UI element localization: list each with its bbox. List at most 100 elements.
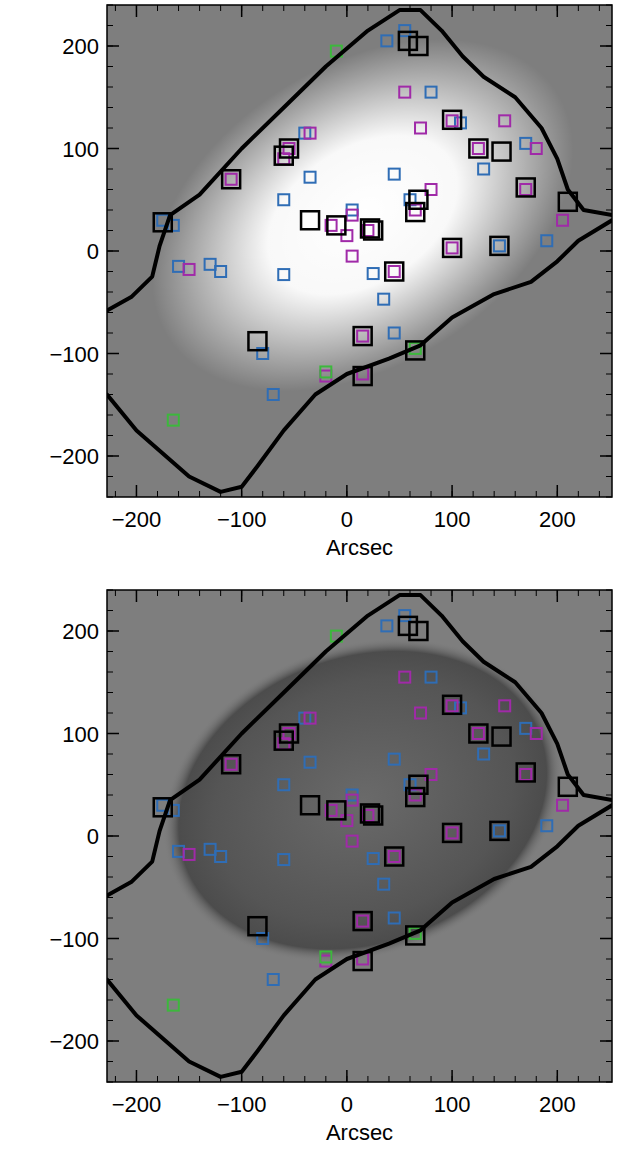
- source-box: [347, 210, 358, 221]
- minor-tick: [599, 590, 600, 596]
- source-box: [368, 268, 379, 279]
- x-tick-label: −200: [112, 507, 162, 532]
- x-tick: [136, 485, 138, 497]
- frame: [107, 5, 612, 497]
- x-axis-title: Arcsec: [326, 1120, 393, 1145]
- minor-tick: [367, 491, 368, 497]
- minor-tick: [606, 610, 612, 611]
- source-box: [226, 174, 237, 185]
- minor-tick: [262, 491, 263, 497]
- minor-tick: [107, 333, 113, 334]
- minor-tick: [107, 815, 113, 816]
- source-box: [520, 138, 531, 149]
- minor-tick: [606, 497, 612, 498]
- y-tick: [107, 1040, 119, 1042]
- source-box: [385, 848, 403, 866]
- image: [107, 590, 612, 1082]
- minor-tick: [606, 230, 612, 231]
- minor-tick: [325, 590, 326, 596]
- x-tick: [557, 590, 559, 602]
- minor-tick: [578, 5, 579, 11]
- minor-tick: [107, 754, 113, 755]
- source-box: [305, 757, 316, 768]
- y-tick-label: 100: [62, 137, 99, 162]
- x-tick-label: 200: [539, 507, 576, 532]
- source-box: [385, 263, 403, 281]
- minor-tick: [494, 590, 495, 596]
- minor-tick: [606, 897, 612, 898]
- source-box: [443, 696, 461, 714]
- minor-tick: [606, 959, 612, 960]
- source-box: [478, 164, 489, 175]
- minor-tick: [606, 1000, 612, 1001]
- contour: [107, 595, 612, 895]
- source-box: [531, 143, 542, 154]
- minor-tick: [107, 856, 113, 857]
- x-tick: [346, 1070, 348, 1082]
- source-box: [443, 824, 461, 842]
- x-tick: [136, 1070, 138, 1082]
- minor-tick: [262, 1076, 263, 1082]
- minor-tick: [536, 5, 537, 11]
- minor-tick: [107, 590, 113, 591]
- y-tick-label: −100: [49, 927, 99, 952]
- x-tick: [241, 590, 243, 602]
- minor-tick: [515, 590, 516, 596]
- y-tick-label: −200: [49, 1029, 99, 1054]
- source-box: [517, 178, 535, 196]
- minor-tick: [606, 25, 612, 26]
- minor-tick: [220, 5, 221, 11]
- source-box: [378, 294, 389, 305]
- source-box: [173, 261, 184, 272]
- minor-tick: [606, 590, 612, 591]
- source-box: [409, 191, 427, 209]
- source-box: [301, 796, 319, 814]
- x-tick: [136, 590, 138, 602]
- minor-tick: [107, 374, 113, 375]
- minor-tick: [367, 5, 368, 11]
- source-box: [205, 259, 216, 270]
- x-tick: [451, 1070, 453, 1082]
- minor-tick: [115, 1076, 116, 1082]
- minor-tick: [388, 590, 389, 596]
- minor-tick: [494, 491, 495, 497]
- minor-tick: [606, 692, 612, 693]
- minor-tick: [606, 979, 612, 980]
- source-box: [222, 170, 240, 188]
- minor-tick: [199, 590, 200, 596]
- source-box: [415, 708, 426, 719]
- x-tick-label: −200: [112, 1092, 162, 1117]
- minor-tick: [283, 5, 284, 11]
- minor-tick: [515, 491, 516, 497]
- minor-tick: [107, 312, 113, 313]
- source-box: [494, 240, 505, 251]
- minor-tick: [325, 1076, 326, 1082]
- minor-tick: [220, 491, 221, 497]
- figure: −200−1000100200−200−1000100200Arcsec−200…: [0, 0, 621, 1170]
- minor-tick: [107, 189, 113, 190]
- minor-tick: [157, 5, 158, 11]
- minor-tick: [107, 651, 113, 652]
- minor-tick: [515, 1076, 516, 1082]
- minor-tick: [606, 815, 612, 816]
- minor-tick: [606, 87, 612, 88]
- minor-tick: [107, 713, 113, 714]
- minor-tick: [178, 491, 179, 497]
- source-box: [447, 700, 458, 711]
- source-box: [426, 87, 437, 98]
- minor-tick: [107, 1082, 113, 1083]
- minor-tick: [606, 672, 612, 673]
- source-box: [473, 728, 484, 739]
- x-axis-title: Arcsec: [326, 535, 393, 560]
- y-tick-label: −200: [49, 444, 99, 469]
- minor-tick: [107, 66, 113, 67]
- minor-tick: [606, 476, 612, 477]
- minor-tick: [536, 1076, 537, 1082]
- source-box: [389, 328, 400, 339]
- source-box: [347, 836, 358, 847]
- x-tick-label: −100: [217, 507, 267, 532]
- minor-tick: [431, 590, 432, 596]
- minor-tick: [304, 1076, 305, 1082]
- minor-tick: [107, 230, 113, 231]
- minor-tick: [115, 5, 116, 11]
